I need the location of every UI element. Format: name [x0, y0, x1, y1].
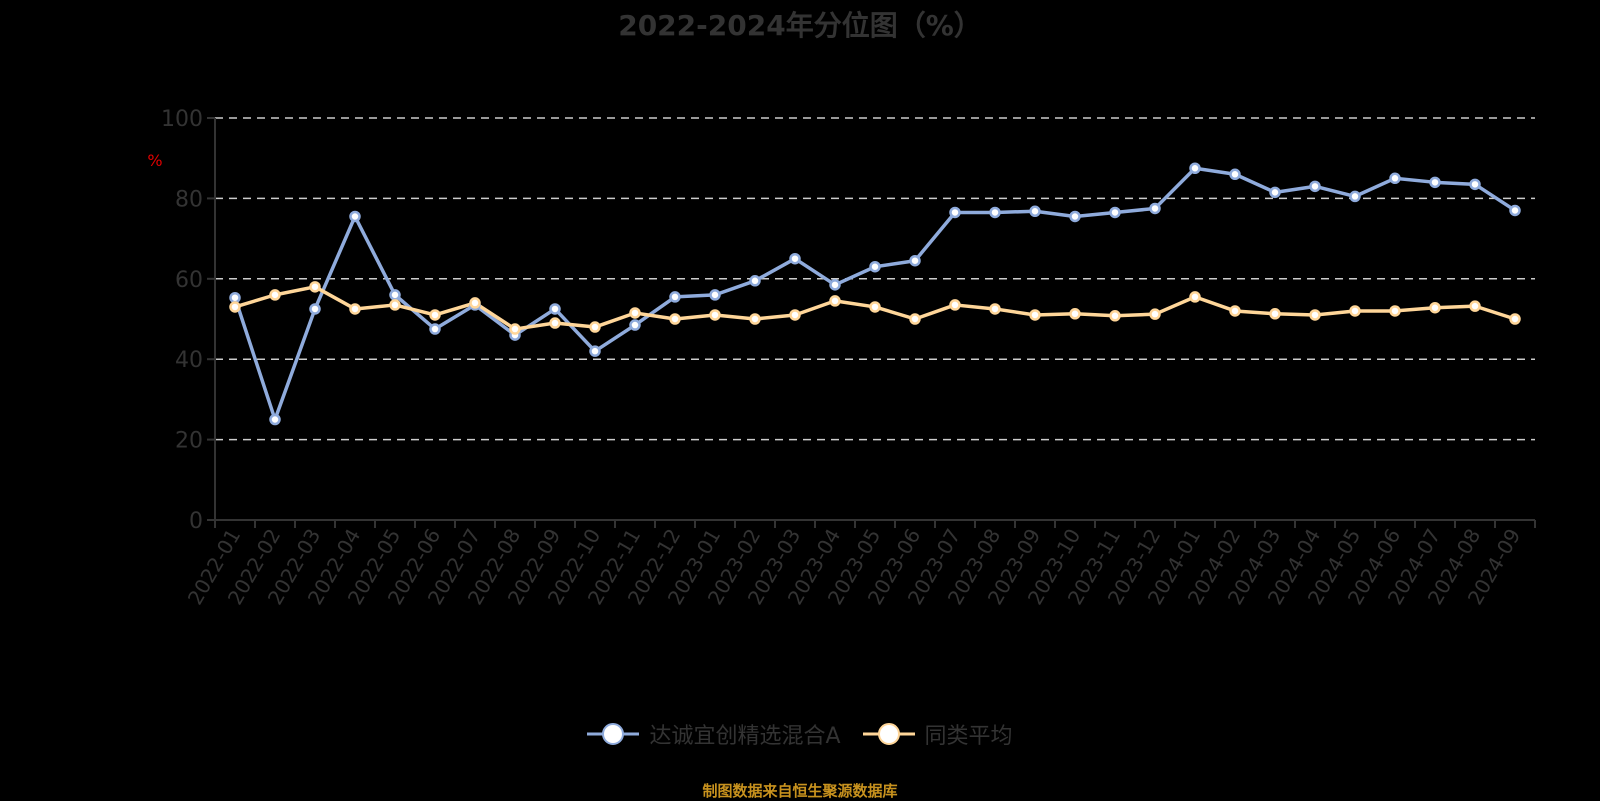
data-point: [1069, 210, 1081, 223]
data-point: [1229, 168, 1241, 181]
data-point: [229, 301, 241, 313]
data-point: [1429, 301, 1441, 314]
legend-marker-yellow-icon: [862, 723, 915, 745]
data-point: [1509, 313, 1521, 325]
legend-label-fund: 达诚宜创精选混合A: [649, 724, 841, 749]
data-point: [1309, 309, 1321, 321]
data-point: [669, 313, 681, 325]
data-point: [1109, 206, 1121, 219]
data-point: [1349, 190, 1361, 203]
data-point: [429, 309, 441, 321]
chart-title: 2022-2024年分位图（%）: [618, 9, 982, 42]
data-point: [989, 303, 1001, 315]
data-point: [469, 297, 481, 309]
data-point: [709, 289, 721, 301]
data-point: [789, 309, 801, 321]
data-point: [1389, 172, 1401, 185]
data-point: [389, 299, 401, 311]
legend-item-peer-average[interactable]: 同类平均: [862, 718, 1013, 750]
data-point: [869, 301, 881, 313]
data-point: [709, 309, 721, 321]
series-line-0: [233, 166, 1516, 422]
data-point: [749, 275, 761, 287]
data-point: [1229, 305, 1241, 317]
data-point: [1469, 178, 1481, 191]
data-point: [909, 313, 921, 325]
data-point: [1029, 205, 1041, 218]
data-point: [1349, 305, 1361, 317]
y-axis-unit: %: [147, 151, 162, 170]
y-tick-label: 80: [175, 187, 203, 212]
data-point: [829, 295, 841, 307]
data-point: [1309, 180, 1321, 193]
legend-label-peer-average: 同类平均: [924, 724, 1013, 749]
y-tick-label: 100: [161, 107, 203, 132]
data-point: [1189, 291, 1201, 303]
series-lines: [229, 162, 1521, 426]
y-tick-label: 60: [175, 268, 203, 293]
data-point: [349, 303, 361, 315]
data-point: [869, 260, 881, 273]
data-point: [1189, 162, 1201, 174]
data-point: [1149, 308, 1161, 320]
data-point: [1509, 204, 1521, 217]
gridlines: [215, 117, 1535, 441]
data-point: [909, 254, 921, 267]
data-point: [309, 281, 321, 293]
data-point: [349, 210, 361, 223]
data-point: [829, 279, 841, 291]
y-tick-label: 0: [189, 509, 203, 534]
data-point: [389, 289, 401, 301]
data-point: [1029, 309, 1041, 321]
data-point: [1069, 308, 1081, 320]
legend-item-fund[interactable]: 达诚宜创精选混合A: [587, 718, 841, 750]
data-point: [549, 303, 561, 315]
data-point: [429, 323, 441, 335]
data-point: [669, 291, 681, 303]
data-point: [1469, 300, 1481, 312]
data-point: [269, 413, 281, 426]
data-point: [509, 323, 521, 335]
data-point: [549, 317, 561, 329]
data-point: [1149, 202, 1161, 215]
data-point: [1429, 176, 1441, 189]
y-tick-label: 20: [175, 429, 203, 454]
data-point: [989, 206, 1001, 219]
legend-marker-blue-icon: [587, 723, 640, 745]
data-point: [1109, 310, 1121, 322]
data-point: [589, 345, 601, 357]
axes: 0204060801002022-012022-022022-032022-04…: [161, 107, 1536, 609]
data-point: [949, 206, 961, 219]
data-point: [1269, 308, 1281, 320]
data-point: [789, 252, 801, 265]
data-point: [309, 303, 321, 315]
data-source-note: 制图数据来自恒生聚源数据库: [702, 782, 898, 800]
data-point: [949, 299, 961, 311]
y-tick-label: 40: [175, 348, 203, 373]
data-point: [1269, 186, 1281, 199]
data-point: [229, 291, 241, 304]
data-point: [629, 307, 641, 319]
legend: 达诚宜创精选混合A 同类平均: [0, 718, 1600, 750]
data-point: [269, 289, 281, 301]
data-point: [589, 321, 601, 333]
data-point: [749, 313, 761, 325]
data-point: [629, 319, 641, 331]
data-point: [1389, 305, 1401, 317]
